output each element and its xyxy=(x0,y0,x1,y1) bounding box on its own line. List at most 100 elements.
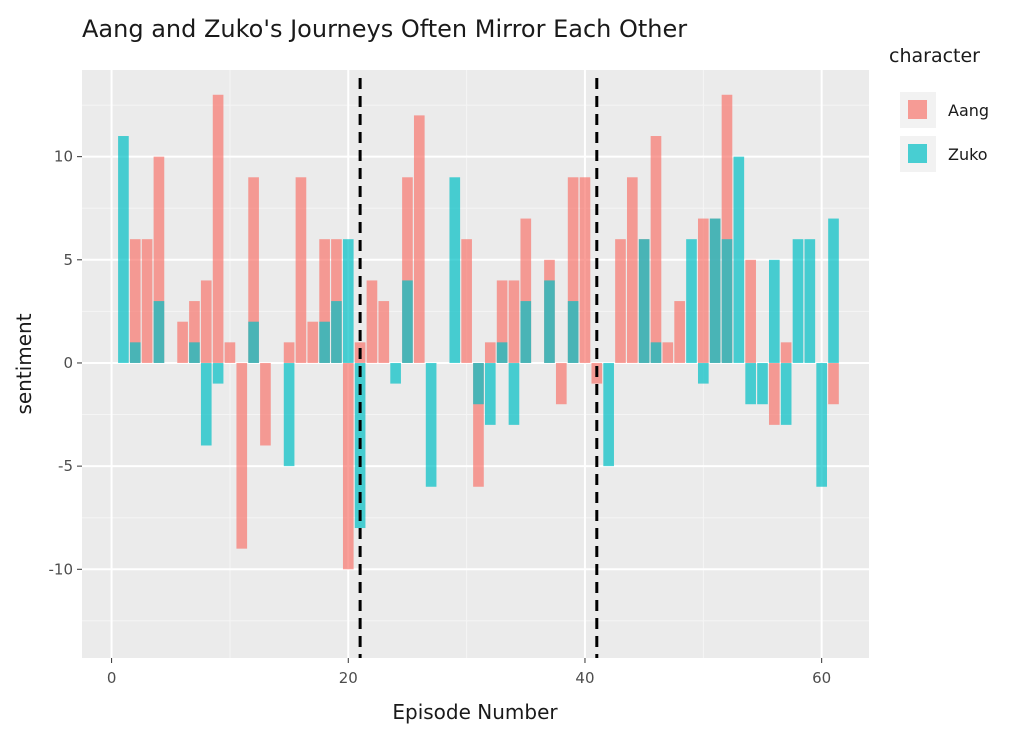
bar-zuko-ep31 xyxy=(473,362,484,405)
bar-zuko-ep54 xyxy=(745,362,756,405)
bar-zuko-ep59 xyxy=(804,239,816,363)
bar-aang-ep17 xyxy=(307,321,319,363)
bar-aang-ep7 xyxy=(189,301,200,363)
bar-aang-ep18 xyxy=(319,239,330,363)
x-axis-title: Episode Number xyxy=(392,700,558,724)
bar-aang-ep33 xyxy=(496,280,508,363)
legend-label-aang: Aang xyxy=(948,101,989,120)
bar-zuko-ep9 xyxy=(212,362,224,384)
bar-aang-ep22 xyxy=(366,280,378,363)
bar-zuko-ep53 xyxy=(733,156,745,363)
legend-swatch-aang xyxy=(908,100,927,119)
bar-aang-ep47 xyxy=(662,342,674,363)
bar-aang-ep25 xyxy=(402,177,413,363)
bar-zuko-ep49 xyxy=(686,239,697,363)
bar-zuko-ep25 xyxy=(402,280,413,363)
y-tick-label: -10 xyxy=(49,560,74,578)
x-tick-label: 20 xyxy=(339,669,358,687)
bar-aang-ep13 xyxy=(260,362,271,446)
bar-aang-ep40 xyxy=(579,177,591,363)
bar-zuko-ep39 xyxy=(567,301,579,363)
bar-zuko-ep15 xyxy=(283,362,295,467)
bar-zuko-ep55 xyxy=(757,362,768,405)
legend-title: character xyxy=(889,45,980,67)
bar-aang-ep56 xyxy=(768,362,780,425)
bar-aang-ep23 xyxy=(378,301,390,363)
bar-zuko-ep61 xyxy=(828,218,839,363)
bar-aang-ep11 xyxy=(236,362,248,549)
bar-zuko-ep46 xyxy=(650,342,662,363)
bar-zuko-ep34 xyxy=(508,362,520,425)
bar-zuko-ep60 xyxy=(816,362,827,487)
bar-zuko-ep20 xyxy=(342,239,354,363)
y-tick-label: -5 xyxy=(58,457,73,475)
x-tick-label: 0 xyxy=(107,669,117,687)
bar-zuko-ep50 xyxy=(697,362,709,384)
x-tick-label: 40 xyxy=(575,669,594,687)
legend: character Aang Zuko xyxy=(889,45,989,172)
bar-zuko-ep2 xyxy=(129,342,141,363)
x-axis-ticks: 0 20 40 60 xyxy=(107,658,831,687)
x-tick-label: 60 xyxy=(812,669,831,687)
bar-aang-ep48 xyxy=(674,301,685,363)
bar-aang-ep20 xyxy=(342,362,354,570)
bar-zuko-ep27 xyxy=(425,362,437,487)
bar-aang-ep54 xyxy=(745,259,756,363)
bar-zuko-ep8 xyxy=(200,362,212,446)
bar-aang-ep12 xyxy=(248,177,259,363)
bar-aang-ep6 xyxy=(177,321,188,363)
bar-aang-ep10 xyxy=(224,342,236,363)
bar-zuko-ep4 xyxy=(153,301,165,363)
bar-zuko-ep57 xyxy=(780,362,792,425)
bar-aang-ep4 xyxy=(153,156,165,363)
y-axis-ticks: -10 -5 0 5 10 xyxy=(49,148,82,578)
bar-aang-ep16 xyxy=(295,177,307,363)
bar-aang-ep8 xyxy=(200,280,212,363)
bar-zuko-ep58 xyxy=(792,239,804,363)
bar-aang-ep43 xyxy=(615,239,626,363)
bar-aang-ep3 xyxy=(141,239,153,363)
bar-zuko-ep19 xyxy=(331,301,342,363)
bar-aang-ep57 xyxy=(780,342,792,363)
bar-zuko-ep52 xyxy=(721,239,733,363)
bar-aang-ep35 xyxy=(520,218,532,363)
reference-lines xyxy=(358,78,599,658)
y-tick-label: 10 xyxy=(54,148,73,166)
bar-zuko-ep45 xyxy=(638,239,650,363)
bars xyxy=(118,94,839,570)
bar-aang-ep39 xyxy=(567,177,579,363)
bar-zuko-ep32 xyxy=(484,362,496,425)
bar-aang-ep38 xyxy=(555,362,567,405)
chart-title: Aang and Zuko's Journeys Often Mirror Ea… xyxy=(82,15,687,43)
bar-zuko-ep24 xyxy=(390,362,401,384)
bar-zuko-ep7 xyxy=(189,342,200,363)
bar-zuko-ep51 xyxy=(709,218,721,363)
bar-zuko-ep37 xyxy=(544,280,555,363)
bar-zuko-ep12 xyxy=(248,321,259,363)
legend-swatch-zuko xyxy=(908,144,927,163)
bar-aang-ep15 xyxy=(283,342,295,363)
bar-aang-ep50 xyxy=(697,218,709,363)
bar-aang-ep34 xyxy=(508,280,520,363)
bar-aang-ep46 xyxy=(650,136,662,363)
bar-zuko-ep18 xyxy=(319,321,330,363)
bar-zuko-ep35 xyxy=(520,301,532,363)
bar-aang-ep44 xyxy=(626,177,638,363)
y-tick-label: 5 xyxy=(63,251,73,269)
legend-label-zuko: Zuko xyxy=(948,145,988,164)
bar-aang-ep32 xyxy=(484,342,496,363)
bar-zuko-ep29 xyxy=(449,177,461,363)
bar-zuko-ep33 xyxy=(496,342,508,363)
bar-zuko-ep1 xyxy=(118,136,129,363)
y-tick-label: 0 xyxy=(63,354,73,372)
bar-zuko-ep56 xyxy=(768,259,780,363)
bar-aang-ep52 xyxy=(721,94,733,363)
y-axis-title: sentiment xyxy=(12,313,36,414)
bar-aang-ep9 xyxy=(212,94,224,363)
bar-zuko-ep42 xyxy=(603,362,614,467)
bar-aang-ep61 xyxy=(828,362,839,405)
bar-aang-ep2 xyxy=(129,239,141,363)
bar-aang-ep30 xyxy=(461,239,472,363)
bar-aang-ep31 xyxy=(473,362,484,487)
